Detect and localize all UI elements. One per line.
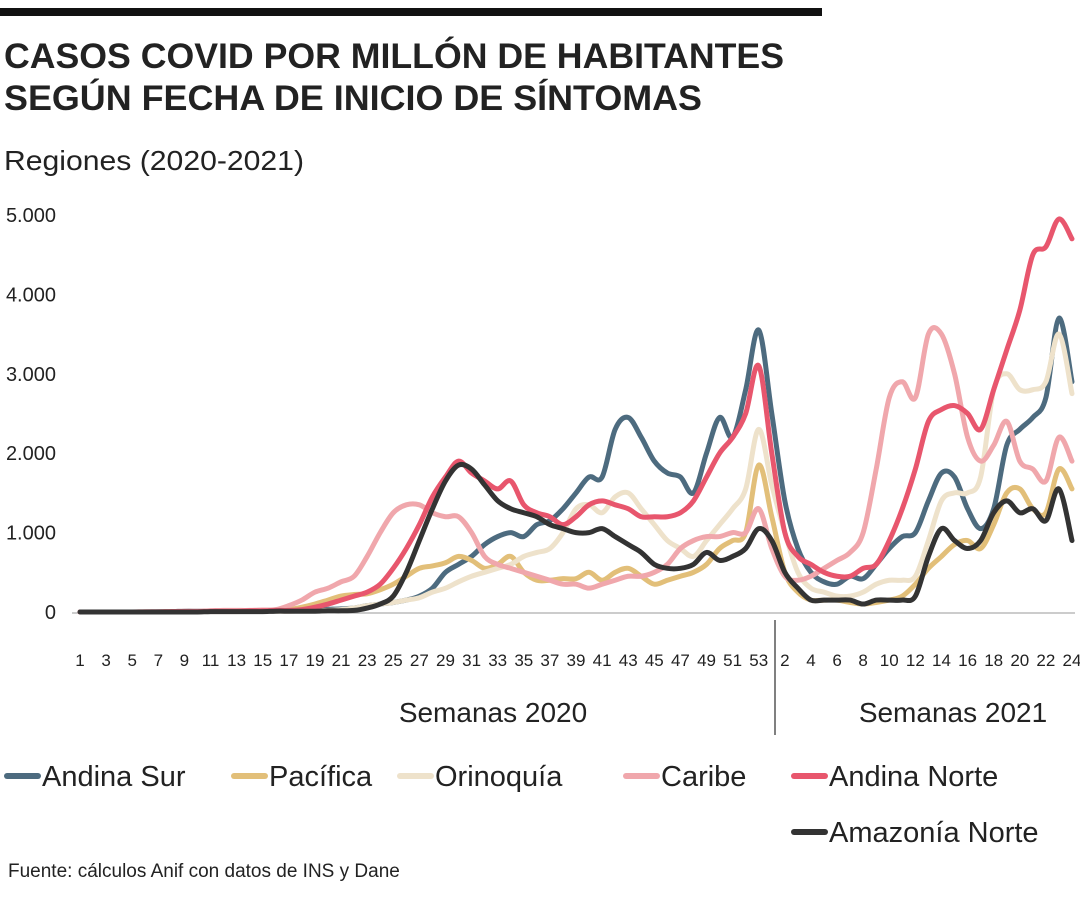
x-tick-label: 9 [180,651,189,670]
x-tick-label: 5 [127,651,136,670]
x-tick-label: 49 [697,651,716,670]
legend-label: Amazonía Norte [829,817,1039,849]
x-tick-label: 51 [723,651,742,670]
x-tick-label: 18 [984,651,1003,670]
x-tick-label: 24 [1063,651,1080,670]
y-tick-label: 2.000 [6,443,56,465]
x-tick-label: 11 [202,651,220,670]
x-tick-label: 13 [227,651,246,670]
x-tick-label: 17 [279,651,298,670]
chart-title: CASOS COVID POR MILLÓN DE HABITANTES [4,36,784,76]
x-tick-label: 37 [540,651,559,670]
x-tick-label: 35 [514,651,533,670]
x-tick-label: 7 [154,651,163,670]
x-tick-label: 15 [253,651,272,670]
chart-subtitle: Regiones (2020-2021) [4,145,304,176]
x-tick-label: 4 [806,651,815,670]
legend-label: Andina Norte [829,761,998,793]
x-tick-label: 33 [488,651,507,670]
legend-label: Caribe [661,761,746,793]
series-line [77,461,1075,615]
x-tick-label: 53 [749,651,768,670]
chart-title: SEGÚN FECHA DE INICIO DE SÍNTOMAS [4,78,702,118]
x-tick-label: 22 [1036,651,1055,670]
x-tick-label: 20 [1010,651,1029,670]
series-line [77,462,1075,615]
y-tick-label: 1.000 [6,523,56,545]
legend-label: Orinoquía [435,761,563,793]
x-tick-label: 14 [932,651,951,670]
x-tick-label: 1 [75,651,84,670]
x-tick-label: 25 [384,651,403,670]
y-tick-label: 3.000 [6,364,56,386]
x-tick-label: 8 [858,651,867,670]
x-tick-label: 2 [780,651,789,670]
x-tick-label: 47 [671,651,690,670]
x-tick-label: 19 [305,651,324,670]
x-tick-label: 27 [410,651,429,670]
x-tick-label: 23 [358,651,377,670]
y-tick-label: 4.000 [6,284,56,306]
x-tick-label: 12 [906,651,925,670]
x-tick-label: 16 [958,651,977,670]
x-tick-label: 6 [832,651,841,670]
y-tick-label: 0 [45,602,56,624]
x-tick-label: 31 [462,651,481,670]
legend-label: Pacífica [269,761,373,793]
top-bar [0,8,822,16]
source-note: Fuente: cálculos Anif con datos de INS y… [8,861,400,882]
x-tick-label: 43 [619,651,638,670]
x-axis-label: Semanas 2021 [859,697,1047,728]
x-tick-label: 3 [101,651,110,670]
legend-label: Andina Sur [42,761,186,793]
x-axis-label: Semanas 2020 [399,697,587,728]
x-tick-label: 41 [593,651,612,670]
y-tick-label: 5.000 [6,205,56,227]
x-tick-label: 45 [645,651,664,670]
x-tick-label: 39 [567,651,586,670]
x-tick-label: 10 [880,651,899,670]
x-tick-label: 21 [332,651,351,670]
x-tick-label: 29 [436,651,455,670]
